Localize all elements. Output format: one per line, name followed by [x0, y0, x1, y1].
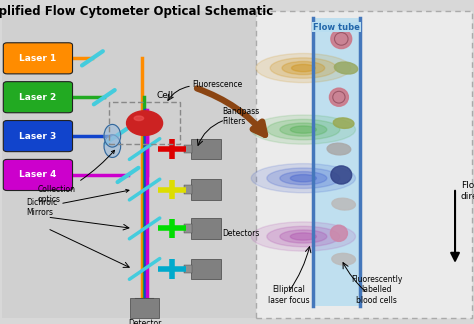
Ellipse shape	[290, 233, 317, 240]
FancyBboxPatch shape	[130, 298, 159, 318]
Text: Detectors: Detectors	[222, 229, 259, 238]
Text: Laser 1: Laser 1	[19, 54, 56, 63]
Ellipse shape	[280, 230, 327, 243]
Ellipse shape	[104, 135, 120, 157]
FancyBboxPatch shape	[3, 43, 73, 74]
Ellipse shape	[329, 88, 348, 106]
Text: Flow
direction: Flow direction	[461, 181, 474, 201]
Text: Laser 4: Laser 4	[19, 170, 56, 179]
Text: Simplified Flow Cytometer Optical Schematic: Simplified Flow Cytometer Optical Schema…	[0, 5, 273, 18]
FancyBboxPatch shape	[3, 82, 73, 113]
Ellipse shape	[280, 123, 327, 136]
Ellipse shape	[251, 164, 356, 193]
FancyBboxPatch shape	[3, 159, 73, 191]
Text: Cell: Cell	[156, 91, 173, 100]
Ellipse shape	[290, 175, 317, 182]
Ellipse shape	[280, 172, 327, 185]
Ellipse shape	[334, 62, 358, 74]
Text: Fluorescently
labelled
blood cells: Fluorescently labelled blood cells	[351, 275, 402, 305]
Text: Flow tube: Flow tube	[313, 23, 360, 32]
Ellipse shape	[327, 143, 351, 155]
Circle shape	[127, 111, 163, 135]
Ellipse shape	[332, 253, 356, 265]
FancyBboxPatch shape	[184, 185, 192, 194]
Ellipse shape	[104, 124, 120, 147]
Ellipse shape	[333, 118, 354, 128]
Ellipse shape	[251, 115, 356, 144]
Text: Dichroic
Mirrors: Dichroic Mirrors	[26, 189, 129, 217]
FancyBboxPatch shape	[191, 139, 221, 159]
Ellipse shape	[270, 58, 337, 78]
FancyBboxPatch shape	[313, 18, 360, 306]
FancyBboxPatch shape	[191, 218, 221, 239]
FancyBboxPatch shape	[184, 145, 192, 153]
Ellipse shape	[331, 29, 352, 49]
FancyBboxPatch shape	[184, 224, 192, 233]
FancyBboxPatch shape	[191, 179, 221, 200]
FancyBboxPatch shape	[184, 265, 192, 273]
Ellipse shape	[134, 116, 144, 121]
Ellipse shape	[267, 226, 340, 247]
FancyBboxPatch shape	[3, 121, 73, 152]
Ellipse shape	[330, 225, 347, 241]
Text: Laser 3: Laser 3	[19, 132, 56, 141]
Text: Elliptical
laser focus: Elliptical laser focus	[268, 285, 310, 305]
Text: Collection
optics: Collection optics	[38, 150, 115, 204]
Text: Fluorescence: Fluorescence	[192, 80, 242, 89]
Ellipse shape	[332, 198, 356, 210]
Text: Bandpass
Filters: Bandpass Filters	[222, 107, 259, 126]
Ellipse shape	[331, 166, 352, 184]
FancyBboxPatch shape	[2, 11, 256, 318]
FancyBboxPatch shape	[256, 11, 472, 318]
Text: Laser 2: Laser 2	[19, 93, 56, 102]
FancyBboxPatch shape	[191, 259, 221, 279]
Ellipse shape	[267, 120, 340, 140]
Ellipse shape	[282, 62, 325, 75]
Ellipse shape	[251, 222, 356, 251]
Ellipse shape	[292, 64, 315, 72]
Text: Detector: Detector	[128, 319, 161, 324]
Ellipse shape	[290, 126, 317, 133]
Ellipse shape	[267, 168, 340, 188]
Ellipse shape	[256, 53, 351, 83]
